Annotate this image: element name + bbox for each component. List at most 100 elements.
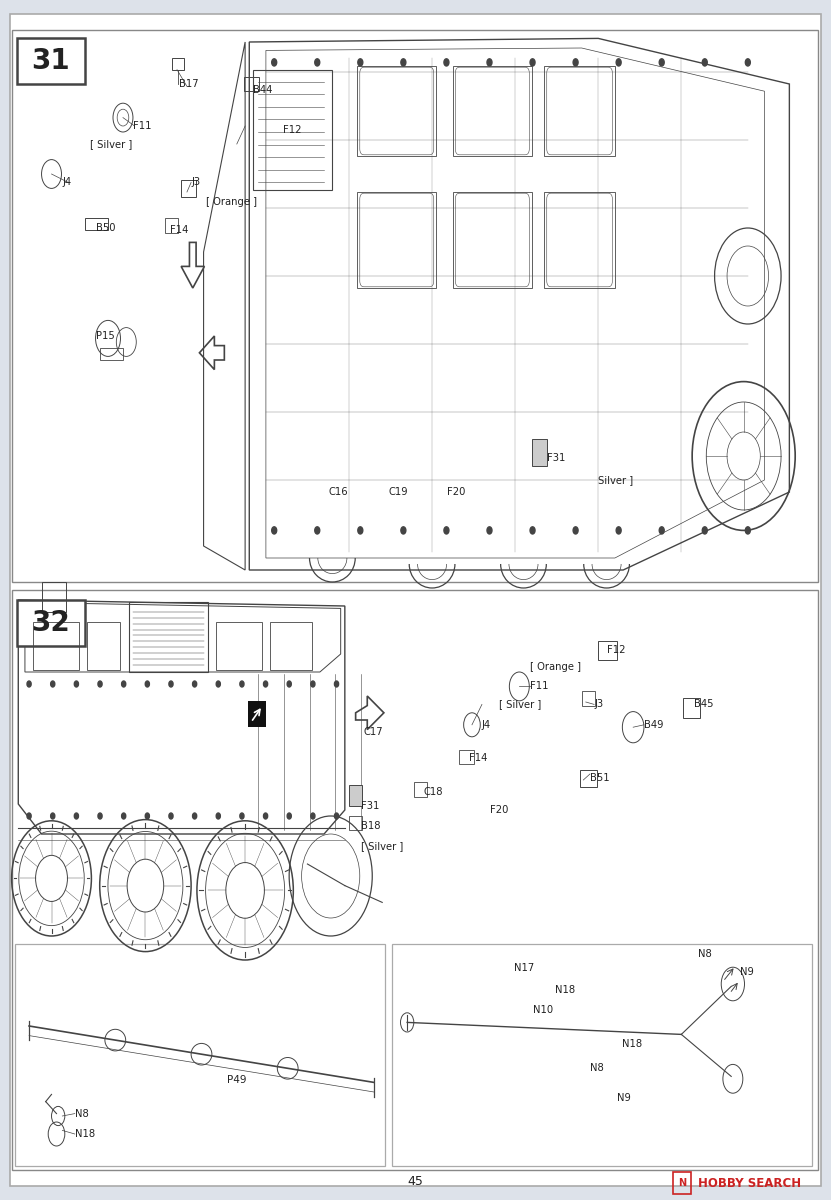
Text: B45: B45 (694, 700, 713, 709)
Circle shape (216, 814, 220, 818)
Circle shape (358, 59, 363, 66)
Circle shape (487, 59, 492, 66)
Bar (582, 691, 595, 706)
Text: N8: N8 (75, 1109, 89, 1118)
Bar (12, 30, 819, 582)
Text: F12: F12 (607, 646, 625, 655)
Text: B44: B44 (253, 85, 273, 95)
Circle shape (334, 680, 338, 686)
Text: B18: B18 (361, 821, 381, 830)
Text: [ Orange ]: [ Orange ] (530, 662, 581, 672)
Circle shape (288, 680, 292, 686)
Circle shape (444, 527, 449, 534)
Text: J3: J3 (191, 178, 200, 187)
Text: N8: N8 (698, 949, 711, 959)
Text: F31: F31 (547, 454, 565, 463)
Circle shape (27, 814, 31, 818)
Circle shape (745, 527, 750, 534)
Circle shape (616, 527, 621, 534)
Text: C18: C18 (424, 787, 443, 797)
Text: C16: C16 (328, 487, 348, 497)
Bar (392, 944, 812, 1166)
Bar (165, 218, 178, 233)
Bar (544, 66, 615, 156)
Circle shape (51, 680, 55, 686)
Bar (42, 582, 66, 612)
Circle shape (702, 527, 707, 534)
Circle shape (487, 527, 492, 534)
Circle shape (263, 680, 268, 686)
Text: F11: F11 (530, 682, 548, 691)
Text: N: N (678, 1178, 686, 1188)
Circle shape (193, 680, 197, 686)
Text: J3: J3 (594, 700, 603, 709)
Circle shape (573, 527, 578, 534)
Text: [ Orange ]: [ Orange ] (206, 197, 257, 206)
Bar (357, 66, 436, 156)
Circle shape (240, 814, 244, 818)
Bar (459, 750, 474, 764)
Circle shape (98, 814, 102, 818)
Bar (181, 180, 196, 197)
Bar (129, 602, 208, 672)
Circle shape (358, 527, 363, 534)
Circle shape (311, 814, 315, 818)
Bar (349, 816, 362, 830)
Circle shape (401, 527, 406, 534)
Bar (33, 622, 79, 670)
Circle shape (240, 680, 244, 686)
Circle shape (659, 527, 664, 534)
Circle shape (169, 814, 173, 818)
Text: N10: N10 (534, 1006, 553, 1015)
Circle shape (315, 527, 320, 534)
Circle shape (272, 59, 277, 66)
Bar (414, 782, 427, 797)
Text: B50: B50 (96, 223, 115, 233)
Bar (349, 785, 362, 806)
Circle shape (315, 59, 320, 66)
Text: N9: N9 (617, 1093, 631, 1103)
Text: C17: C17 (364, 727, 384, 737)
Bar (17, 38, 85, 84)
Bar (17, 600, 85, 646)
Text: F14: F14 (170, 226, 189, 235)
Text: N18: N18 (622, 1039, 642, 1049)
Circle shape (74, 814, 78, 818)
Circle shape (530, 527, 535, 534)
Bar (248, 701, 266, 727)
Circle shape (169, 680, 173, 686)
Bar (453, 66, 532, 156)
Bar (532, 439, 547, 466)
Circle shape (530, 59, 535, 66)
Circle shape (272, 527, 277, 534)
Bar (673, 1172, 691, 1194)
Text: 31: 31 (32, 47, 70, 76)
Text: HOBBY SEARCH: HOBBY SEARCH (698, 1177, 801, 1189)
Text: F14: F14 (470, 754, 488, 763)
Circle shape (659, 59, 664, 66)
Text: P15: P15 (96, 331, 115, 341)
Bar (683, 698, 700, 718)
Bar (87, 622, 120, 670)
Bar (12, 590, 819, 1170)
Bar (544, 192, 615, 288)
Text: F20: F20 (447, 487, 465, 497)
Circle shape (98, 680, 102, 686)
Circle shape (51, 814, 55, 818)
Circle shape (121, 680, 125, 686)
Circle shape (401, 59, 406, 66)
Text: J4: J4 (62, 178, 71, 187)
Circle shape (616, 59, 621, 66)
Bar (270, 622, 312, 670)
Bar (244, 77, 259, 91)
Text: F11: F11 (133, 121, 151, 131)
Text: B49: B49 (644, 720, 663, 730)
Bar (216, 622, 262, 670)
Bar (357, 192, 436, 288)
Text: J4: J4 (482, 720, 491, 730)
Circle shape (444, 59, 449, 66)
Text: N17: N17 (514, 964, 534, 973)
Circle shape (216, 680, 220, 686)
Text: 45: 45 (407, 1175, 424, 1188)
Text: N9: N9 (740, 967, 754, 977)
